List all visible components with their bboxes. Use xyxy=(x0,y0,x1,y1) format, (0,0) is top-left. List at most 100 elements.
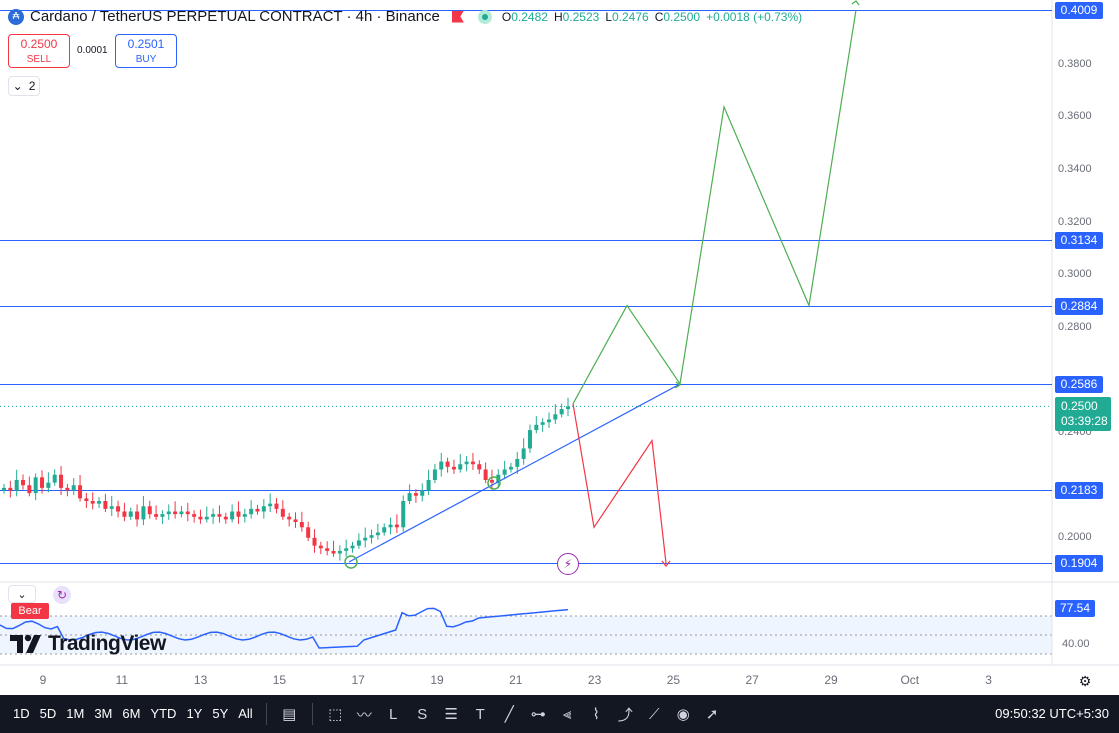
clock-timezone[interactable]: 09:50:32 UTC+5:30 xyxy=(995,706,1109,721)
rectangle-select-icon[interactable]: ⬚ xyxy=(328,706,343,723)
lightning-icon[interactable]: ⚡ xyxy=(557,553,579,575)
candle-body[interactable] xyxy=(559,409,564,415)
candle-body[interactable] xyxy=(2,487,6,491)
candle-body[interactable] xyxy=(122,511,127,517)
candle-body[interactable] xyxy=(236,511,241,517)
candle-body[interactable] xyxy=(407,493,412,502)
candle-body[interactable] xyxy=(223,516,228,520)
symbol-title[interactable]: Cardano / TetherUS PERPETUAL CONTRACT · … xyxy=(30,8,440,25)
bars-pattern-icon[interactable]: ⫷ xyxy=(562,705,572,723)
candle-body[interactable] xyxy=(489,479,494,483)
fib-retracement-icon[interactable]: ☰ xyxy=(444,706,458,723)
calendar-range-icon[interactable]: ▤ xyxy=(282,706,297,723)
timeframe-button[interactable]: YTD xyxy=(150,706,177,721)
candle-body[interactable] xyxy=(198,516,203,520)
candle-body[interactable] xyxy=(445,461,450,467)
timeframe-button[interactable]: 1Y xyxy=(186,706,203,721)
candle-body[interactable] xyxy=(325,548,330,551)
candle-body[interactable] xyxy=(33,477,38,494)
candle-body[interactable] xyxy=(185,511,190,515)
candle-body[interactable] xyxy=(546,419,551,423)
candle-body[interactable] xyxy=(299,522,304,528)
candle-body[interactable] xyxy=(27,485,32,494)
buy-button[interactable]: 0.2501 BUY xyxy=(115,34,177,68)
candle-body[interactable] xyxy=(217,514,222,517)
candle-body[interactable] xyxy=(78,485,83,499)
text-tool-icon[interactable]: T xyxy=(475,705,485,723)
forecast-tool-icon[interactable]: ⟋ xyxy=(648,705,660,723)
candle-body[interactable] xyxy=(470,461,475,465)
candle-body[interactable] xyxy=(540,422,545,425)
candle-body[interactable] xyxy=(21,479,26,486)
candle-body[interactable] xyxy=(344,548,349,551)
candle-body[interactable] xyxy=(274,503,279,509)
candle-body[interactable] xyxy=(103,501,108,509)
indicators-collapse-button[interactable]: ⌄ 2 xyxy=(8,76,40,96)
timeframe-button[interactable]: 5Y xyxy=(212,706,229,721)
candle-body[interactable] xyxy=(293,519,298,523)
candle-body[interactable] xyxy=(388,524,393,528)
candle-body[interactable] xyxy=(287,516,292,520)
candle-body[interactable] xyxy=(249,508,254,515)
candle-body[interactable] xyxy=(553,414,558,420)
candle-body[interactable] xyxy=(521,448,526,459)
candle-body[interactable] xyxy=(508,466,513,470)
candle-body[interactable] xyxy=(451,466,456,470)
timeframe-button[interactable]: 6M xyxy=(122,706,141,721)
bearish-projection-path[interactable] xyxy=(572,403,667,564)
candle-body[interactable] xyxy=(40,477,45,488)
candle-body[interactable] xyxy=(312,537,317,546)
candle-body[interactable] xyxy=(331,550,336,554)
candle-body[interactable] xyxy=(97,501,102,504)
candle-body[interactable] xyxy=(458,464,463,470)
support-trendline[interactable] xyxy=(348,383,681,563)
candle-body[interactable] xyxy=(90,501,95,504)
candle-body[interactable] xyxy=(261,506,266,512)
candle-body[interactable] xyxy=(109,506,114,509)
long-position-icon[interactable]: L xyxy=(389,705,398,723)
short-position-icon[interactable]: S xyxy=(417,705,428,723)
candle-body[interactable] xyxy=(363,537,368,541)
candle-body[interactable] xyxy=(527,430,532,449)
candle-body[interactable] xyxy=(483,469,488,480)
candle-body[interactable] xyxy=(369,535,374,538)
candle-body[interactable] xyxy=(268,503,273,507)
candle-body[interactable] xyxy=(204,516,209,520)
sell-button[interactable]: 0.2500 SELL xyxy=(8,34,70,68)
candle-body[interactable] xyxy=(71,485,76,491)
candle-body[interactable] xyxy=(413,493,418,496)
candle-body[interactable] xyxy=(14,479,19,491)
candle-body[interactable] xyxy=(439,461,444,470)
candle-body[interactable] xyxy=(356,540,361,546)
trendline-anchor-mid[interactable] xyxy=(487,476,501,490)
gear-icon[interactable]: ⚙ xyxy=(1078,672,1092,689)
refresh-icon[interactable]: ↻ xyxy=(53,586,71,604)
timeframe-button[interactable]: 3M xyxy=(94,706,113,721)
candle-body[interactable] xyxy=(147,506,152,515)
candle-body[interactable] xyxy=(502,469,507,475)
candle-body[interactable] xyxy=(166,511,171,515)
candle-body[interactable] xyxy=(211,514,216,517)
candle-body[interactable] xyxy=(394,524,399,528)
candle-body[interactable] xyxy=(173,511,178,515)
candle-body[interactable] xyxy=(382,527,387,533)
candle-body[interactable] xyxy=(426,479,431,491)
chevron-down-icon[interactable]: ⌄ xyxy=(8,585,36,603)
candle-body[interactable] xyxy=(160,514,165,517)
candle-body[interactable] xyxy=(255,508,260,512)
path-tool-icon[interactable]: ⤴ xyxy=(617,706,633,724)
candle-body[interactable] xyxy=(242,514,247,517)
candle-body[interactable] xyxy=(477,464,482,470)
candle-body[interactable] xyxy=(401,501,406,528)
candle-body[interactable] xyxy=(65,487,70,491)
flag-icon[interactable] xyxy=(451,10,464,23)
candle-body[interactable] xyxy=(566,406,570,410)
candle-body[interactable] xyxy=(8,487,13,491)
brush-tool-icon[interactable]: ⌇ xyxy=(592,706,600,723)
candle-body[interactable] xyxy=(464,461,469,465)
symbol-header[interactable]: ₳ Cardano / TetherUS PERPETUAL CONTRACT … xyxy=(8,8,802,25)
bullish-projection-path[interactable] xyxy=(572,9,857,405)
candle-body[interactable] xyxy=(179,511,184,515)
candle-body[interactable] xyxy=(135,511,140,520)
candle-body[interactable] xyxy=(141,506,146,520)
